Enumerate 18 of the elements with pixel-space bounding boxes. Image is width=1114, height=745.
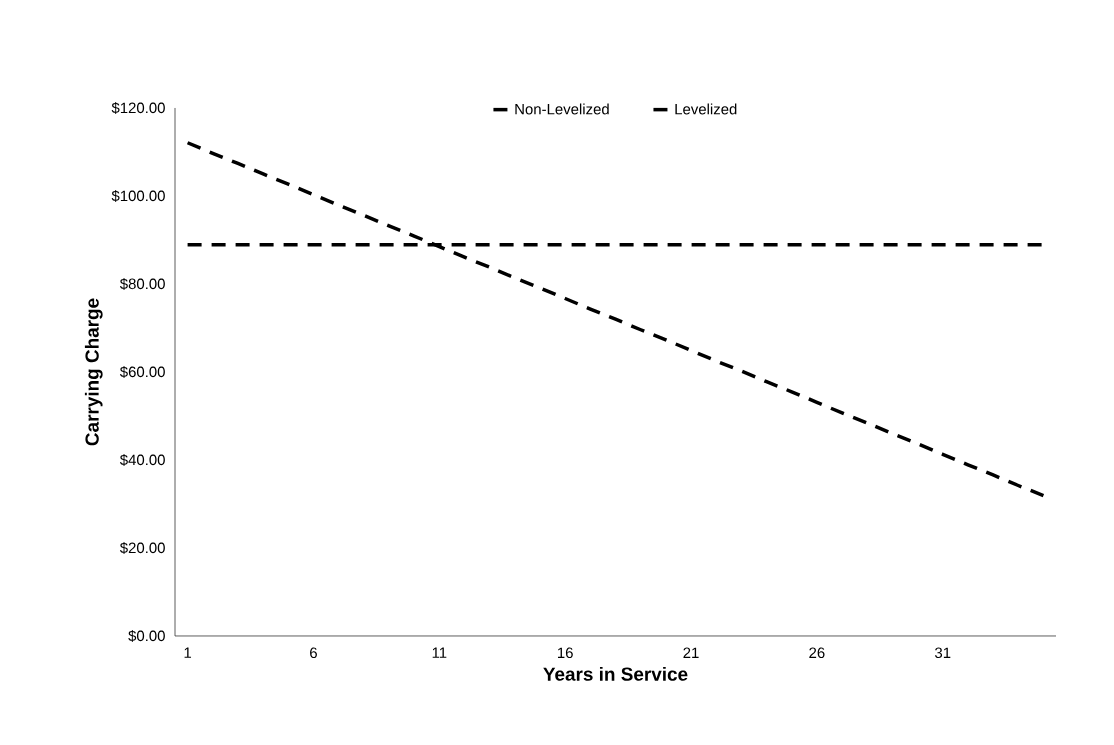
x-tick-label: 6 [310,647,317,659]
y-tick-label: $60.00 [119,365,165,379]
x-tick-label: 26 [809,647,825,659]
y-tick-label: $100.00 [111,189,165,203]
y-tick-label: $40.00 [119,453,165,467]
x-tick-label: 31 [934,647,951,659]
y-tick-label: $20.00 [119,541,165,555]
legend-label: Non-Levelized [515,103,609,115]
y-tick-label: $80.00 [119,277,165,291]
x-tick-label: 21 [683,647,699,658]
legend-label: Levelized [675,103,737,115]
x-tick-label: 11 [432,647,447,658]
y-tick-label: $120.00 [111,101,165,115]
x-tick-label: 1 [184,647,192,658]
y-axis-title: Carrying Charge [84,298,103,446]
y-tick-label: $0.00 [128,629,165,643]
x-axis-title: Years in Service [543,666,688,681]
x-tick-label: 16 [558,647,573,659]
